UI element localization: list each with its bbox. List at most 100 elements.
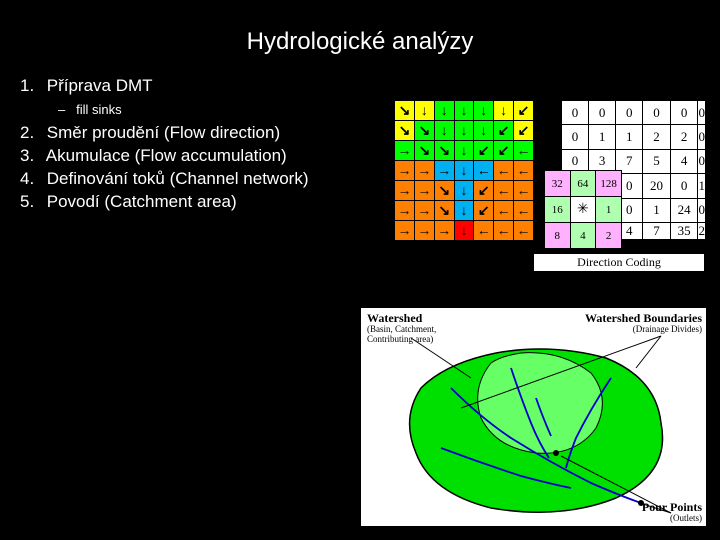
item5-num: 5. bbox=[20, 192, 42, 212]
flow-cell: ↙ bbox=[494, 121, 514, 141]
item4-text: Definování toků (Channel network) bbox=[47, 169, 309, 188]
item2-num: 2. bbox=[20, 123, 42, 143]
accum-cell: 20 bbox=[643, 174, 671, 198]
accum-cell: 1 bbox=[698, 174, 706, 198]
flow-cell: → bbox=[434, 221, 454, 241]
flow-cell: ↘ bbox=[434, 181, 454, 201]
accum-cell: 0 bbox=[698, 198, 706, 222]
accum-cell: 0 bbox=[562, 125, 589, 149]
flow-cell: ← bbox=[514, 141, 534, 161]
flow-cell: ↓ bbox=[474, 101, 494, 121]
flow-cell: ↘ bbox=[434, 201, 454, 221]
pourpoints-label: Pour Points (Outlets) bbox=[612, 501, 702, 524]
flow-cell: ← bbox=[474, 221, 494, 241]
accum-cell: 5 bbox=[643, 149, 671, 173]
flow-cell: ↘ bbox=[395, 101, 415, 121]
flow-cell: ↓ bbox=[454, 161, 474, 181]
flow-cell: ← bbox=[494, 221, 514, 241]
dircode-cell: 16 bbox=[545, 197, 571, 223]
flow-cell: ← bbox=[494, 201, 514, 221]
item1-num: 1. bbox=[20, 76, 42, 96]
figure-flow-direction: ↘↓↓↓↓↓↙↘↘↓↓↓↙↙→↘↘↓↙↙←→→→↓←←←→→↘↓↙←←→→↘↓↙… bbox=[394, 100, 706, 270]
accum-cell: 0 bbox=[643, 101, 671, 125]
flow-cell: ↘ bbox=[414, 121, 434, 141]
flow-cell: ↙ bbox=[494, 141, 514, 161]
accum-cell: 0 bbox=[698, 149, 706, 173]
boundaries-label-sub: (Drainage Divides) bbox=[572, 325, 702, 335]
accum-cell: 0 bbox=[698, 125, 706, 149]
accum-cell: 2 bbox=[643, 125, 671, 149]
accum-cell: 1 bbox=[643, 198, 671, 222]
flow-cell: → bbox=[395, 181, 415, 201]
flow-cell: → bbox=[414, 181, 434, 201]
flow-cell: ↙ bbox=[474, 181, 494, 201]
flow-cell: ↓ bbox=[454, 101, 474, 121]
flow-cell: → bbox=[414, 201, 434, 221]
flow-cell: ↙ bbox=[514, 121, 534, 141]
item2-text: Směr proudění (Flow direction) bbox=[47, 123, 280, 142]
accum-cell: 4 bbox=[670, 149, 698, 173]
flow-cell: ↙ bbox=[514, 101, 534, 121]
flow-cell: ↓ bbox=[414, 101, 434, 121]
dircode-cell: 32 bbox=[545, 171, 571, 197]
flow-cell: ↓ bbox=[454, 201, 474, 221]
flow-cell: → bbox=[395, 141, 415, 161]
sub-text: fill sinks bbox=[76, 102, 122, 117]
flow-cell: ← bbox=[474, 161, 494, 181]
item5-text: Povodí (Catchment area) bbox=[47, 192, 237, 211]
flow-direction-grid: ↘↓↓↓↓↓↙↘↘↓↓↓↙↙→↘↘↓↙↙←→→→↓←←←→→↘↓↙←←→→↘↓↙… bbox=[394, 100, 534, 240]
flow-cell: ↓ bbox=[474, 121, 494, 141]
dircode-cell: 8 bbox=[545, 223, 571, 249]
item3-text: Akumulace (Flow accumulation) bbox=[46, 146, 287, 165]
pourpoints-label-sub: (Outlets) bbox=[612, 514, 702, 524]
flow-cell: ↓ bbox=[434, 101, 454, 121]
dircode-cell: 2 bbox=[596, 223, 622, 249]
flow-cell: ↓ bbox=[454, 121, 474, 141]
item4-num: 4. bbox=[20, 169, 42, 189]
flow-cell: ↙ bbox=[474, 201, 494, 221]
accum-cell: 24 bbox=[670, 198, 698, 222]
flow-cell: → bbox=[395, 201, 415, 221]
flow-cell: ← bbox=[514, 161, 534, 181]
flow-cell: ↓ bbox=[494, 101, 514, 121]
flow-cell: ↘ bbox=[395, 121, 415, 141]
flow-cell: ↘ bbox=[434, 141, 454, 161]
accum-cell: 1 bbox=[589, 125, 616, 149]
accum-cell: 0 bbox=[616, 101, 643, 125]
flow-cell: ↓ bbox=[434, 121, 454, 141]
flow-cell: ↘ bbox=[414, 141, 434, 161]
flow-cell: ← bbox=[494, 181, 514, 201]
dircode-cell: 4 bbox=[570, 223, 596, 249]
direction-coding-grid: 326412816✳1842 bbox=[544, 170, 622, 249]
accum-cell: 2 bbox=[698, 223, 706, 240]
watershed-label: Watershed (Basin, Catchment, Contributin… bbox=[367, 312, 477, 345]
dircode-cell: 64 bbox=[570, 171, 596, 197]
list-item-1: 1. Příprava DMT bbox=[20, 76, 710, 96]
accum-cell: 0 bbox=[589, 101, 616, 125]
accum-cell: 7 bbox=[643, 223, 671, 240]
flow-cell: → bbox=[395, 221, 415, 241]
flow-cell: → bbox=[434, 161, 454, 181]
flow-cell: ↙ bbox=[474, 141, 494, 161]
flow-cell: → bbox=[414, 161, 434, 181]
slide-title: Hydrologické analýzy bbox=[0, 0, 720, 76]
flow-cell: ← bbox=[514, 221, 534, 241]
accum-cell: 0 bbox=[562, 101, 589, 125]
watershed-label-sub: (Basin, Catchment, Contributing area) bbox=[367, 325, 477, 345]
accum-cell: 1 bbox=[616, 125, 643, 149]
direction-coding-label: Direction Coding bbox=[534, 254, 704, 271]
figure-watershed: Watershed (Basin, Catchment, Contributin… bbox=[361, 308, 706, 526]
flow-cell: ← bbox=[494, 161, 514, 181]
boundaries-label: Watershed Boundaries (Drainage Divides) bbox=[572, 312, 702, 335]
dircode-cell: 128 bbox=[596, 171, 622, 197]
flow-cell: ← bbox=[514, 201, 534, 221]
sub-dash: – bbox=[58, 102, 65, 117]
flow-cell: ↓ bbox=[454, 221, 474, 241]
accum-cell: 35 bbox=[670, 223, 698, 240]
item1-text: Příprava DMT bbox=[47, 76, 153, 95]
flow-cell: ↓ bbox=[454, 181, 474, 201]
flow-cell: → bbox=[414, 221, 434, 241]
flow-cell: → bbox=[395, 161, 415, 181]
flow-cell: ← bbox=[514, 181, 534, 201]
item3-num: 3. bbox=[20, 146, 42, 166]
